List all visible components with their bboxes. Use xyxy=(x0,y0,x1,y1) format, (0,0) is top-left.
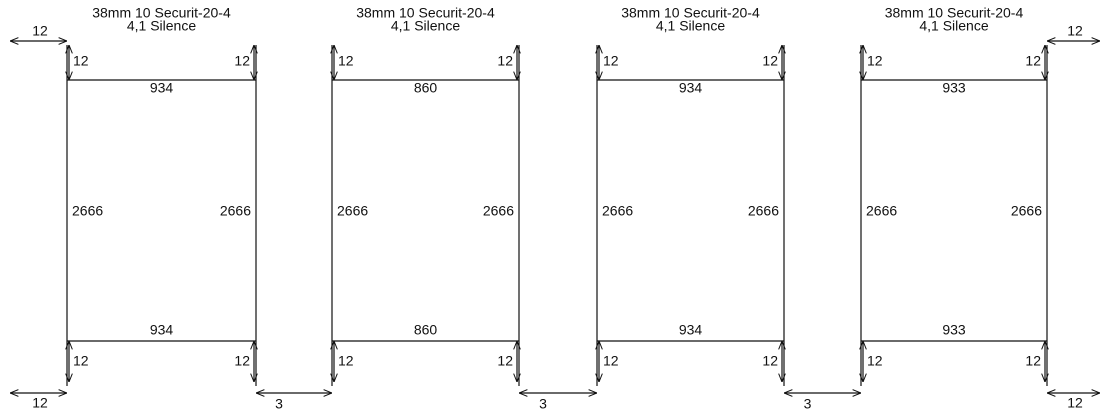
bottom-width: 860 xyxy=(414,322,438,338)
panel-title: 38mm 10 Securit-20-4 xyxy=(92,5,231,21)
outer-dim: 12 xyxy=(1067,23,1083,39)
gap-dim: 3 xyxy=(804,396,812,412)
left-height: 2666 xyxy=(866,203,897,219)
panel-title: 38mm 10 Securit-20-4 xyxy=(885,5,1024,21)
corner-dim: 12 xyxy=(338,353,354,369)
panel-subtitle: 4,1 Silence xyxy=(919,18,988,34)
corner-dim: 12 xyxy=(603,53,619,69)
left-height: 2666 xyxy=(602,203,633,219)
outer-dim: 12 xyxy=(32,395,48,411)
left-height: 2666 xyxy=(337,203,368,219)
top-width: 934 xyxy=(150,80,174,96)
outer-dim: 12 xyxy=(32,23,48,39)
panel-title: 38mm 10 Securit-20-4 xyxy=(356,5,495,21)
top-width: 933 xyxy=(942,80,966,96)
right-height: 2666 xyxy=(748,203,779,219)
corner-dim: 12 xyxy=(234,53,250,69)
bottom-width: 933 xyxy=(942,322,966,338)
panel-subtitle: 4,1 Silence xyxy=(656,18,725,34)
bottom-width: 934 xyxy=(150,322,174,338)
corner-dim: 12 xyxy=(1025,53,1041,69)
corner-dim: 12 xyxy=(762,353,778,369)
right-height: 2666 xyxy=(1011,203,1042,219)
panel-title: 38mm 10 Securit-20-4 xyxy=(621,5,760,21)
right-height: 2666 xyxy=(483,203,514,219)
corner-dim: 12 xyxy=(497,353,513,369)
corner-dim: 12 xyxy=(867,353,883,369)
panel-subtitle: 4,1 Silence xyxy=(127,18,196,34)
top-width: 860 xyxy=(414,80,438,96)
corner-dim: 12 xyxy=(338,53,354,69)
corner-dim: 12 xyxy=(867,53,883,69)
gap-dim: 3 xyxy=(539,396,547,412)
left-height: 2666 xyxy=(72,203,103,219)
top-width: 934 xyxy=(679,80,703,96)
corner-dim: 12 xyxy=(234,353,250,369)
corner-dim: 12 xyxy=(73,353,89,369)
corner-dim: 12 xyxy=(73,53,89,69)
panel-subtitle: 4,1 Silence xyxy=(391,18,460,34)
right-height: 2666 xyxy=(220,203,251,219)
corner-dim: 12 xyxy=(497,53,513,69)
corner-dim: 12 xyxy=(603,353,619,369)
corner-dim: 12 xyxy=(762,53,778,69)
bottom-width: 934 xyxy=(679,322,703,338)
corner-dim: 12 xyxy=(1025,353,1041,369)
outer-dim: 12 xyxy=(1067,395,1083,411)
gap-dim: 3 xyxy=(275,396,283,412)
